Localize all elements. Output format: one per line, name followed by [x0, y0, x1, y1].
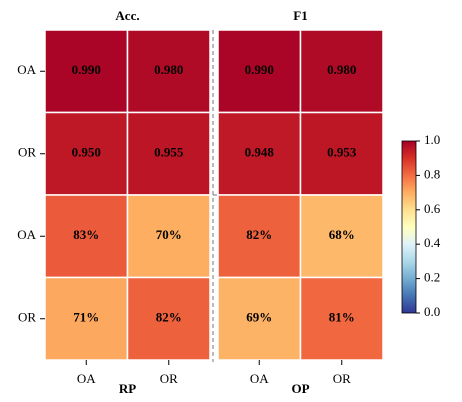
cell-label: 81%: [329, 310, 355, 325]
y-tick-label: OA: [17, 62, 36, 77]
cell-label: 0.980: [154, 62, 183, 77]
heatmap-cell: [126, 276, 211, 361]
colorbar-tick-label: 0.8: [424, 166, 440, 181]
cell-label: 71%: [73, 310, 99, 325]
heatmap-cell: [217, 111, 302, 196]
heatmap-cell: [299, 111, 384, 196]
panel-title: Acc.: [115, 8, 139, 23]
cell-label: 68%: [329, 227, 355, 242]
cell-label: 82%: [156, 310, 182, 325]
heatmap-cell: [299, 276, 384, 361]
colorbar-tick-label: 1.0: [424, 132, 440, 147]
heatmap-cell: [217, 29, 302, 114]
y-tick-label: OR: [18, 145, 36, 160]
cell-label: 0.955: [154, 145, 184, 160]
x-tick-label: OR: [333, 371, 351, 386]
heatmap-cell: [217, 276, 302, 361]
cell-label: 70%: [156, 227, 182, 242]
cell-label: 82%: [246, 227, 272, 242]
heatmap-cell: [217, 194, 302, 279]
cell-label: 0.990: [245, 62, 274, 77]
y-tick-label: OR: [18, 310, 36, 325]
x-tick-label: OA: [250, 371, 269, 386]
x-tick-label: OR: [160, 371, 178, 386]
x-tick-label: OA: [77, 371, 96, 386]
panel-title: F1: [293, 8, 307, 23]
cell-label: 0.953: [327, 145, 357, 160]
colorbar-tick-label: 0.4: [424, 235, 441, 250]
cell-label: 0.948: [245, 145, 275, 160]
colorbar-tick-label: 0.6: [424, 201, 441, 216]
heatmap-cell: [299, 194, 384, 279]
heatmap-cell: [126, 194, 211, 279]
cell-label: 0.990: [72, 62, 101, 77]
heatmap-cell: [126, 111, 211, 196]
colorbar: [401, 140, 417, 314]
y-tick-label: OA: [17, 227, 36, 242]
cell-label: 83%: [73, 227, 99, 242]
x-axis-label: RP: [119, 381, 136, 396]
cell-label: 0.950: [72, 145, 101, 160]
x-axis-label: OP: [291, 381, 309, 396]
cell-label: 0.980: [327, 62, 356, 77]
cell-label: 69%: [246, 310, 272, 325]
colorbar-tick-label: 0.0: [424, 304, 440, 319]
heatmap-cell: [126, 29, 211, 114]
colorbar-tick-label: 0.2: [424, 270, 440, 285]
